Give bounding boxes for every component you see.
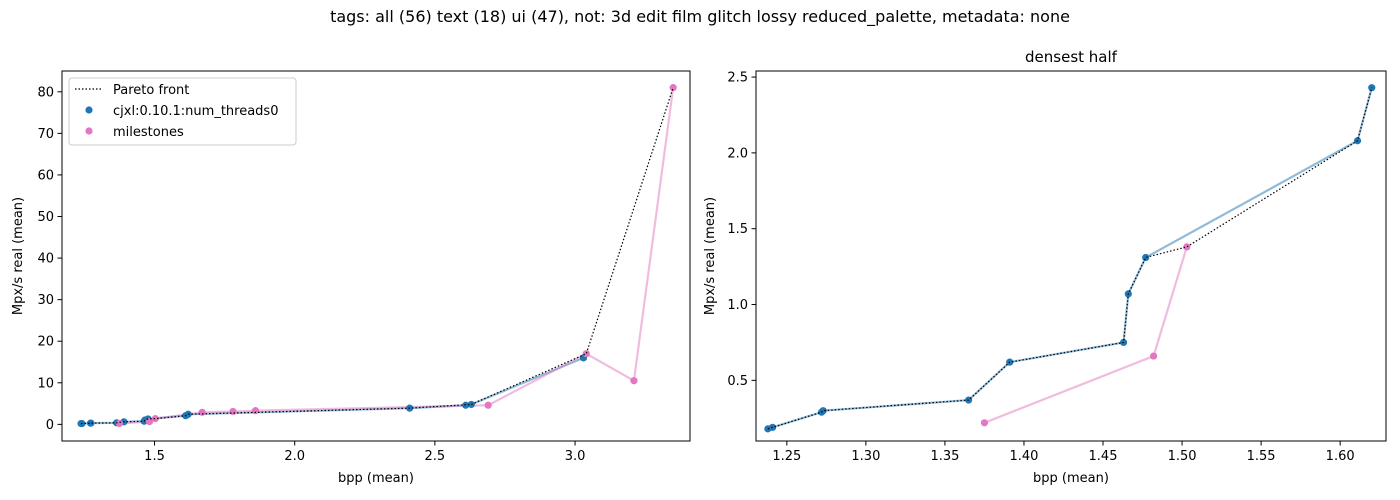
axes-frame <box>755 70 1387 442</box>
milestone-point <box>1183 243 1191 251</box>
pareto-front-line <box>81 87 674 425</box>
x-tick-label: 2.0 <box>284 449 305 464</box>
milestone-point <box>980 419 989 427</box>
x-axis-label: bpp (mean) <box>1033 471 1109 486</box>
legend-milestones-label: milestones <box>113 125 184 140</box>
legend: Pareto front cjxl:0.10.1:num_threads0mile… <box>68 77 297 146</box>
figure-title: tags: all (56) text (18) ui (47), not: 3… <box>330 7 1070 26</box>
x-tick-label: 1.25 <box>772 449 801 464</box>
y-tick-label: 20 <box>37 335 54 350</box>
y-tick-label: 60 <box>37 168 54 183</box>
plot-area <box>77 84 677 428</box>
series-line <box>80 356 584 425</box>
axes-frame <box>61 70 691 442</box>
y-tick-label: 40 <box>37 252 54 267</box>
x-tick-label: 2.5 <box>425 449 446 464</box>
milestone-point <box>630 377 638 385</box>
x-tick-label: 1.45 <box>1089 449 1118 464</box>
y-tick-label: 50 <box>37 210 54 225</box>
y-tick-label: 10 <box>37 376 54 391</box>
y-tick-label: 1.0 <box>727 298 748 313</box>
y-tick-label: 2.5 <box>727 71 748 86</box>
y-tick-label: 30 <box>37 293 54 308</box>
y-tick-label: 0 <box>46 418 54 433</box>
milestone-point <box>1150 352 1158 360</box>
legend-pareto-label: Pareto front <box>113 83 189 98</box>
series-point <box>819 407 827 415</box>
x-tick-label: 1.30 <box>851 449 880 464</box>
milestone-point <box>484 401 492 409</box>
milestone-point <box>229 407 237 416</box>
series-point <box>87 419 95 427</box>
x-tick-label: 1.55 <box>1247 449 1276 464</box>
x-tick-label: 1.60 <box>1326 449 1355 464</box>
legend-milestones-swatch <box>85 127 93 135</box>
legend-series-swatch <box>85 106 93 114</box>
x-tick-label: 1.35 <box>930 449 959 464</box>
y-tick-label: 2.0 <box>727 146 748 161</box>
milestone-point <box>145 418 154 426</box>
chart-panel-1: 1.5 2.0 2.5 3.0 0 10 20 30 40 50 60 70 80 bpp (mean) M… <box>11 70 691 486</box>
y-tick-label: 0.5 <box>727 374 748 389</box>
plot-area <box>764 84 1376 433</box>
milestone-point <box>151 415 159 423</box>
series-point <box>1142 253 1150 262</box>
milestone-point <box>251 407 260 415</box>
series-line <box>767 87 1373 430</box>
panel-title: densest half <box>1025 48 1118 66</box>
y-axis-label: Mpx/s real (mean) <box>703 197 718 315</box>
y-tick-label: 70 <box>37 127 54 142</box>
milestones-line <box>984 246 1188 424</box>
chart-panel-2: 1.25 1.30 1.35 1.40 1.45 1.50 1.55 1.60 0.5 1.0 1.… <box>703 48 1387 486</box>
series-point <box>467 400 475 409</box>
milestone-point <box>115 419 124 428</box>
milestone-point <box>582 350 590 358</box>
legend-series-label: cjxl:0.10.1:num_threads0 <box>113 104 278 119</box>
x-tick-label: 1.40 <box>1009 449 1038 464</box>
y-axis-label: Mpx/s real (mean) <box>11 197 26 315</box>
milestone-point <box>669 84 677 92</box>
x-tick-label: 1.50 <box>1168 449 1197 464</box>
pareto-front-line <box>767 87 1373 430</box>
x-tick-label: 3.0 <box>565 449 586 464</box>
y-tick-label: 1.5 <box>727 222 748 237</box>
legend-box <box>68 77 297 146</box>
y-tick-label: 80 <box>37 85 54 100</box>
x-axis-label: bpp (mean) <box>338 471 414 486</box>
x-tick-label: 1.5 <box>144 449 165 464</box>
milestone-point <box>198 408 206 416</box>
